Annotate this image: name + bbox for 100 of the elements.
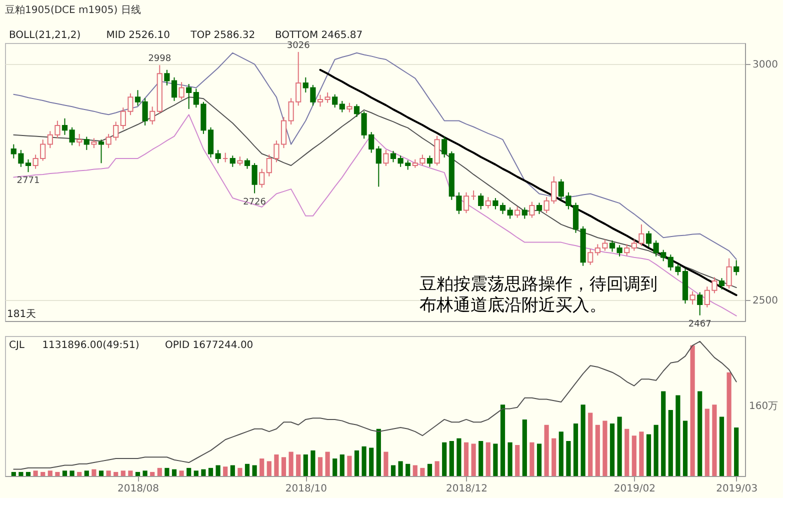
bar [340, 454, 344, 476]
bar [704, 408, 710, 476]
bar [310, 450, 316, 476]
bar [726, 372, 732, 476]
bar [362, 446, 366, 476]
candlestick [478, 192, 484, 210]
bar [427, 464, 432, 476]
text: MID 2526.10 [106, 30, 170, 41]
candlestick [317, 94, 324, 108]
bar [588, 412, 593, 476]
candlestick [646, 230, 652, 248]
bar [244, 464, 250, 476]
annotation: 181天 [7, 309, 36, 320]
chart-title: 豆粕1905(DCE m1905) 日线 [5, 4, 141, 16]
bar [238, 468, 242, 476]
bar [318, 457, 323, 476]
bar [150, 472, 155, 476]
candlestick [485, 196, 491, 209]
bar [719, 416, 724, 476]
y-tick-label: 3000 [752, 60, 778, 71]
text: TOP 2586.32 [190, 30, 256, 41]
candlestick [346, 102, 352, 113]
bar [661, 391, 666, 476]
annotation: OPID 1677244.00 [165, 340, 254, 351]
candlestick [62, 118, 68, 136]
bar [508, 442, 512, 476]
candlestick [84, 136, 90, 150]
candlestick [244, 158, 250, 170]
bar [500, 404, 506, 476]
candlestick [150, 106, 156, 126]
candlestick [690, 290, 696, 306]
annotation: 1131896.00(49:51) [42, 340, 140, 351]
bar [493, 444, 498, 476]
candlestick [514, 206, 520, 218]
bar [347, 456, 352, 476]
candlestick [178, 82, 184, 100]
bar [98, 470, 104, 476]
x-tick-label: 2018/12 [446, 484, 488, 494]
bar [420, 468, 425, 476]
bar [406, 464, 410, 476]
candlestick [76, 133, 82, 147]
bar [179, 470, 184, 476]
bar [558, 432, 564, 476]
bar [194, 470, 198, 476]
bar [223, 466, 228, 476]
bar [552, 438, 556, 476]
bar [369, 448, 374, 476]
candlestick [91, 138, 97, 149]
bar [142, 470, 148, 476]
candlestick [718, 278, 725, 290]
bar [522, 419, 527, 476]
bar [442, 442, 447, 476]
bar [186, 468, 192, 476]
candlestick [390, 150, 396, 163]
bar [412, 465, 418, 476]
bar [128, 470, 133, 476]
bar [55, 472, 60, 476]
bar [573, 424, 578, 476]
bar [449, 441, 454, 476]
bar [274, 454, 279, 476]
bar [296, 454, 301, 476]
annotation: 豆粕按震荡思路操作，待回调到布林通道底沿附近买入。 [419, 274, 658, 316]
candlestick [734, 260, 740, 276]
candlestick [442, 136, 448, 158]
bar [580, 404, 586, 476]
candlestick [354, 104, 360, 118]
bar [281, 457, 286, 476]
bar [288, 452, 294, 476]
bar [92, 469, 96, 476]
bar [654, 424, 658, 476]
candlestick [339, 100, 345, 113]
bar [208, 468, 214, 476]
bar [252, 465, 257, 476]
x-tick-label: 2019/03 [716, 484, 758, 494]
bar [77, 472, 82, 476]
annotation: CJL [9, 340, 25, 351]
candlestick [426, 155, 433, 168]
annotation: 2771 [16, 176, 40, 186]
candlestick [376, 146, 382, 188]
bar [384, 452, 388, 476]
candlestick [186, 83, 192, 110]
candlestick [624, 244, 630, 256]
bar [114, 472, 118, 476]
bar [11, 472, 16, 476]
candlestick [434, 135, 440, 166]
x-tick-label: 2019/02 [614, 484, 656, 494]
bar [646, 434, 652, 476]
bar [120, 470, 126, 476]
text: 160万 [749, 401, 778, 412]
x-tick-label: 2018/08 [117, 484, 160, 494]
y-tick-label: 2500 [752, 295, 778, 306]
bar [624, 428, 630, 476]
candlestick [470, 190, 476, 200]
bar [84, 470, 89, 476]
bar [617, 416, 622, 476]
bar [201, 469, 206, 476]
bar [515, 445, 520, 476]
bar [230, 465, 235, 476]
annotation: 2467 [688, 319, 712, 330]
text: BOLL(21,21,2) [9, 30, 81, 41]
